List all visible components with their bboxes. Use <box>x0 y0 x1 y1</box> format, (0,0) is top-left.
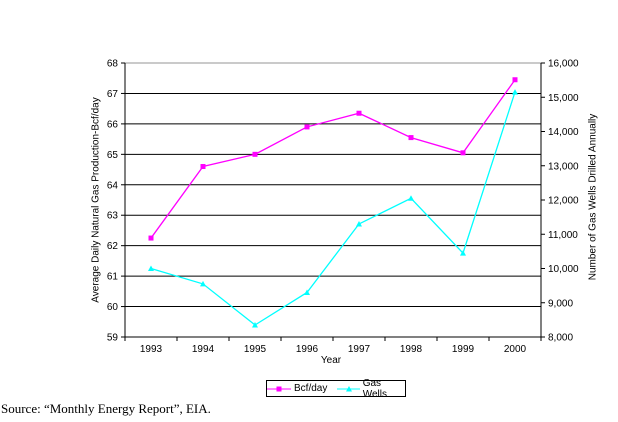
legend-item-gaswells: Gas Wells <box>337 378 405 400</box>
series-marker-bcf-day <box>200 164 206 170</box>
legend: Bcf/day Gas Wells <box>266 378 406 400</box>
x-axis-tick-label: 2000 <box>504 344 527 355</box>
series-marker-bcf-day <box>408 135 414 141</box>
right-axis-tick-label: 16,000 <box>548 59 579 70</box>
left-axis-tick-label: 67 <box>107 89 119 100</box>
series-marker-gas-wells <box>512 89 518 95</box>
right-axis-tick-label: 13,000 <box>548 161 579 172</box>
x-axis-tick-label: 1998 <box>400 344 423 355</box>
series-marker-bcf-day <box>252 151 258 157</box>
right-axis-tick-label: 14,000 <box>548 127 579 138</box>
right-axis-tick-label: 9,000 <box>548 298 573 309</box>
x-axis-tick-label: 1997 <box>348 344 371 355</box>
series-marker-bcf-day <box>460 150 466 156</box>
right-axis-tick-label: 12,000 <box>548 196 579 207</box>
x-axis-tick-label: 1994 <box>192 344 215 355</box>
right-axis-tick-label: 11,000 <box>548 230 578 241</box>
left-axis-tick-label: 63 <box>107 211 119 222</box>
right-axis-title: Number of Gas Wells Drilled Annually <box>587 113 599 281</box>
left-axis-tick-label: 61 <box>107 272 119 283</box>
left-axis-tick-label: 62 <box>107 241 119 252</box>
x-axis-tick-label: 1995 <box>244 344 267 355</box>
series-marker-bcf-day <box>512 77 518 83</box>
series-marker-gas-wells <box>408 195 414 201</box>
series-marker-bcf-day <box>304 124 310 130</box>
source-note: Source: “Monthly Energy Report”, EIA. <box>1 401 211 416</box>
right-axis-tick-label: 8,000 <box>548 333 573 344</box>
left-axis-tick-label: 66 <box>107 119 119 130</box>
legend-item-bcfday: Bcf/day <box>267 383 327 394</box>
series-marker-gas-wells <box>252 322 258 328</box>
series-marker-gas-wells <box>460 250 466 256</box>
right-axis-tick-label: 10,000 <box>548 264 579 275</box>
series-marker-gas-wells <box>200 280 206 287</box>
left-axis-tick-label: 65 <box>107 150 119 161</box>
gaswells-line-marker-icon <box>337 385 360 391</box>
left-axis-tick-label: 60 <box>107 302 119 313</box>
series-marker-gas-wells <box>148 265 154 271</box>
x-axis-tick-label: 1999 <box>452 344 475 355</box>
x-axis-title: Year <box>320 355 342 366</box>
left-axis-tick-label: 59 <box>107 333 119 344</box>
x-axis-tick-label: 1996 <box>296 344 319 355</box>
left-axis-tick-label: 68 <box>107 59 119 70</box>
series-marker-bcf-day <box>148 235 154 241</box>
series-marker-bcf-day <box>356 110 362 116</box>
legend-label-bcfday: Bcf/day <box>294 383 328 394</box>
legend-label-gaswells: Gas Wells <box>362 377 387 400</box>
series-line-gas-wells <box>150 91 516 326</box>
bcfday-line-marker-icon <box>267 386 291 391</box>
series-line-bcf-day <box>150 79 516 239</box>
series-marker-gas-wells <box>304 289 310 295</box>
left-axis-title: Average Daily Natural Gas Production-Bcf… <box>90 97 102 303</box>
right-axis-tick-label: 15,000 <box>548 93 579 104</box>
x-axis-tick-label: 1993 <box>140 344 163 355</box>
left-axis-tick-label: 64 <box>107 180 119 191</box>
series-marker-gas-wells <box>356 220 362 227</box>
